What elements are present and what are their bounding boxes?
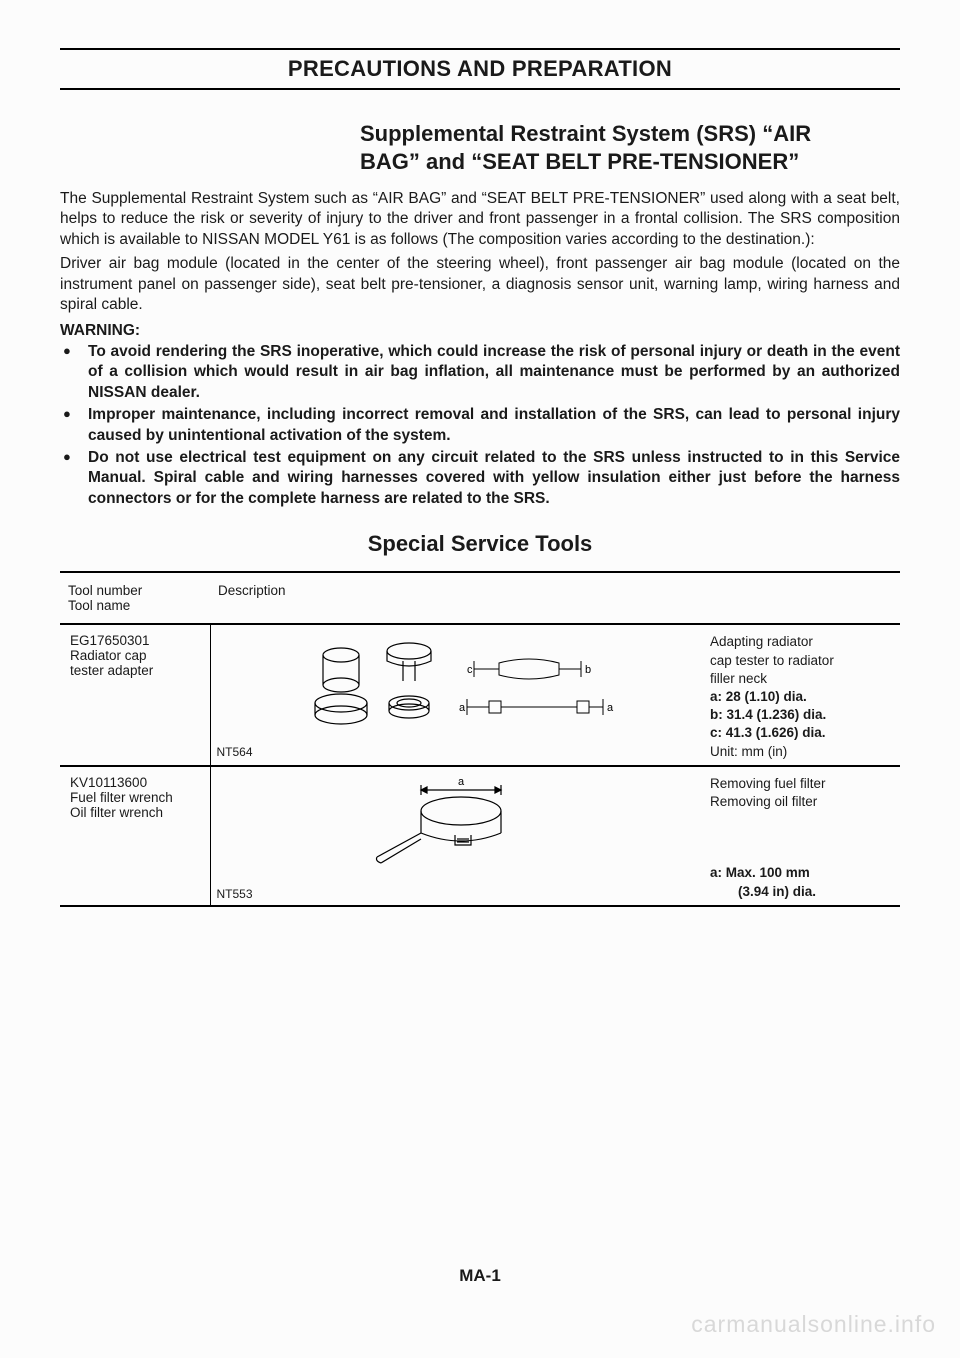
tool-name-l2: tester adapter xyxy=(70,663,153,678)
srs-paragraph-2: Driver air bag module (located in the ce… xyxy=(60,254,900,315)
desc-cell: c b a a NT564 Adapting radiator cap test… xyxy=(210,624,900,766)
dim-a: a: 28 (1.10) dia. xyxy=(710,689,807,704)
warning-list: To avoid rendering the SRS inoperative, … xyxy=(60,342,900,510)
dim-c: c: 41.3 (1.626) dia. xyxy=(710,725,826,740)
dim-unit: Unit: mm (in) xyxy=(710,744,787,759)
page-header-title: PRECAUTIONS AND PREPARATION xyxy=(60,56,900,82)
table-header-row: Tool number Tool name Description xyxy=(60,572,900,624)
head-tool-l1: Tool number xyxy=(68,583,142,598)
desc-l3: filler neck xyxy=(710,671,767,686)
warning-item-1: To avoid rendering the SRS inoperative, … xyxy=(60,342,900,403)
page-container: PRECAUTIONS AND PREPARATION Supplemental… xyxy=(0,0,960,947)
radiator-adapter-figure: c b a a xyxy=(299,633,619,743)
dim-a: a: Max. 100 mm xyxy=(710,865,810,880)
srs-paragraph-1: The Supplemental Restraint System such a… xyxy=(60,189,900,250)
tool-cell: EG17650301 Radiator cap tester adapter xyxy=(60,624,210,766)
srs-heading: Supplemental Restraint System (SRS) “AIR… xyxy=(360,120,900,175)
tool-desc-top: Removing fuel filter Removing oil filter xyxy=(710,775,890,811)
desc-l2: Removing oil filter xyxy=(710,794,817,809)
tool-name-l2: Oil filter wrench xyxy=(70,805,163,820)
table-row: KV10113600 Fuel filter wrench Oil filter… xyxy=(60,766,900,906)
header-rule-top xyxy=(60,48,900,50)
dim-label-a-left: a xyxy=(459,702,466,714)
dim-label-a: a xyxy=(458,776,465,788)
table-head-desc: Description xyxy=(210,572,900,624)
warning-item-2: Improper maintenance, including incorrec… xyxy=(60,405,900,446)
tools-table: Tool number Tool name Description EG1765… xyxy=(60,571,900,907)
page-number: MA-1 xyxy=(0,1266,960,1286)
srs-heading-line1: Supplemental Restraint System (SRS) “AIR xyxy=(360,121,811,146)
dim-label-b: b xyxy=(585,664,591,676)
tool-number: KV10113600 xyxy=(70,775,147,790)
figure-ref: NT564 xyxy=(217,745,253,759)
figure-ref: NT553 xyxy=(217,887,253,901)
filter-wrench-figure: a xyxy=(359,775,559,875)
dim-label-a-right: a xyxy=(607,702,614,714)
tool-name-l1: Radiator cap xyxy=(70,648,147,663)
desc-l1: Adapting radiator xyxy=(710,634,813,649)
srs-heading-line2: BAG” and “SEAT BELT PRE-TENSIONER” xyxy=(360,149,799,174)
tool-cell: KV10113600 Fuel filter wrench Oil filter… xyxy=(60,766,210,906)
tool-name-l1: Fuel filter wrench xyxy=(70,790,173,805)
desc-cell: a NT553 Removing fuel filter Removing oi… xyxy=(210,766,900,906)
table-row: EG17650301 Radiator cap tester adapter xyxy=(60,624,900,766)
tool-desc-bottom: a: Max. 100 mm (3.94 in) dia. xyxy=(710,864,890,900)
watermark-text: carmanualsonline.info xyxy=(691,1311,936,1338)
header-rule-bottom xyxy=(60,88,900,90)
desc-l1: Removing fuel filter xyxy=(710,776,826,791)
head-tool-l2: Tool name xyxy=(68,598,130,613)
dim-label-c: c xyxy=(467,664,473,676)
tool-desc-bottom: a: 28 (1.10) dia. b: 31.4 (1.236) dia. c… xyxy=(710,688,890,761)
warning-item-3: Do not use electrical test equipment on … xyxy=(60,448,900,509)
dim-a2: (3.94 in) dia. xyxy=(710,884,816,899)
table-head-tool: Tool number Tool name xyxy=(60,572,210,624)
tool-desc-top: Adapting radiator cap tester to radiator… xyxy=(710,633,890,688)
dim-b: b: 31.4 (1.236) dia. xyxy=(710,707,826,722)
warning-label: WARNING: xyxy=(60,322,900,340)
tool-number: EG17650301 xyxy=(70,633,150,648)
tools-heading: Special Service Tools xyxy=(60,531,900,557)
desc-l2: cap tester to radiator xyxy=(710,653,834,668)
